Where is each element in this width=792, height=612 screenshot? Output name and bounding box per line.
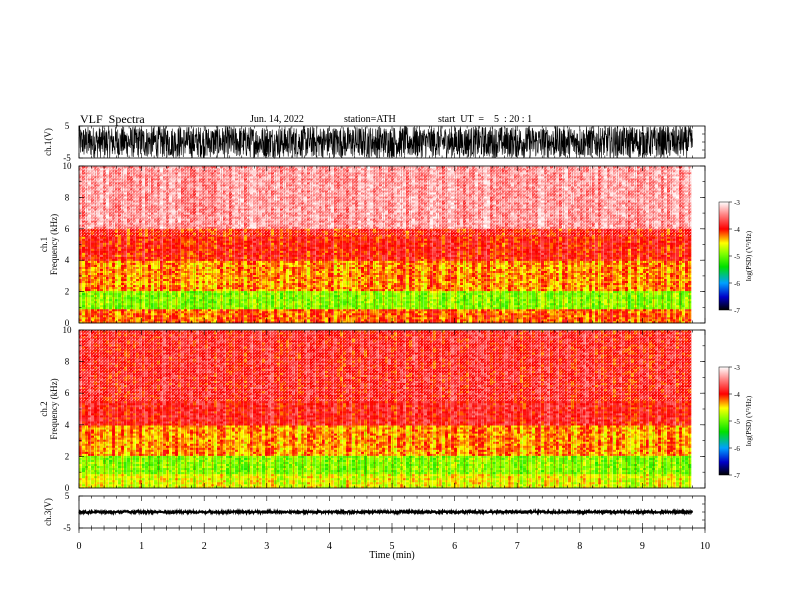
y-axis-label: ch.1(V) [43,128,53,156]
ch1v-trace [79,126,692,158]
y-tick-label: 5 [65,121,70,131]
ch1-waveform-panel: 5-5ch.1(V) [43,121,705,163]
